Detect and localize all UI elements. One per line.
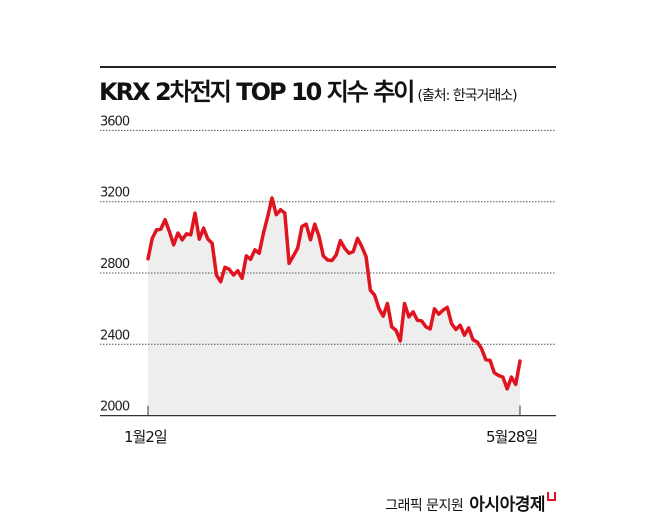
title-text: KRX 2차전지 TOP 10 지수 추이 [99, 78, 415, 106]
y-tick-label-2000: 2000 [100, 400, 130, 415]
footer: 그래픽 문지원 아시아경제 [385, 490, 556, 515]
x-label-start: 1월2일 [124, 428, 168, 446]
y-tick-label-2800: 2800 [100, 257, 130, 272]
y-tick-label-2400: 2400 [100, 328, 130, 343]
graphic-credit: 그래픽 문지원 [385, 498, 464, 514]
y-tick-label-3200: 3200 [100, 186, 130, 201]
area-fill [148, 197, 520, 416]
top-rule [100, 66, 556, 68]
brand-mark-icon [547, 492, 556, 501]
brand-logo: 아시아경제 [469, 495, 545, 515]
x-label-end: 5월28일 [486, 428, 538, 446]
source-note: (출처: 한국거래소) [417, 88, 517, 104]
y-tick-label-3600: 3600 [100, 114, 130, 129]
chart-title: KRX 2차전지 TOP 10 지수 추이 (출처: 한국거래소) [99, 72, 518, 107]
index-line [146, 196, 522, 391]
